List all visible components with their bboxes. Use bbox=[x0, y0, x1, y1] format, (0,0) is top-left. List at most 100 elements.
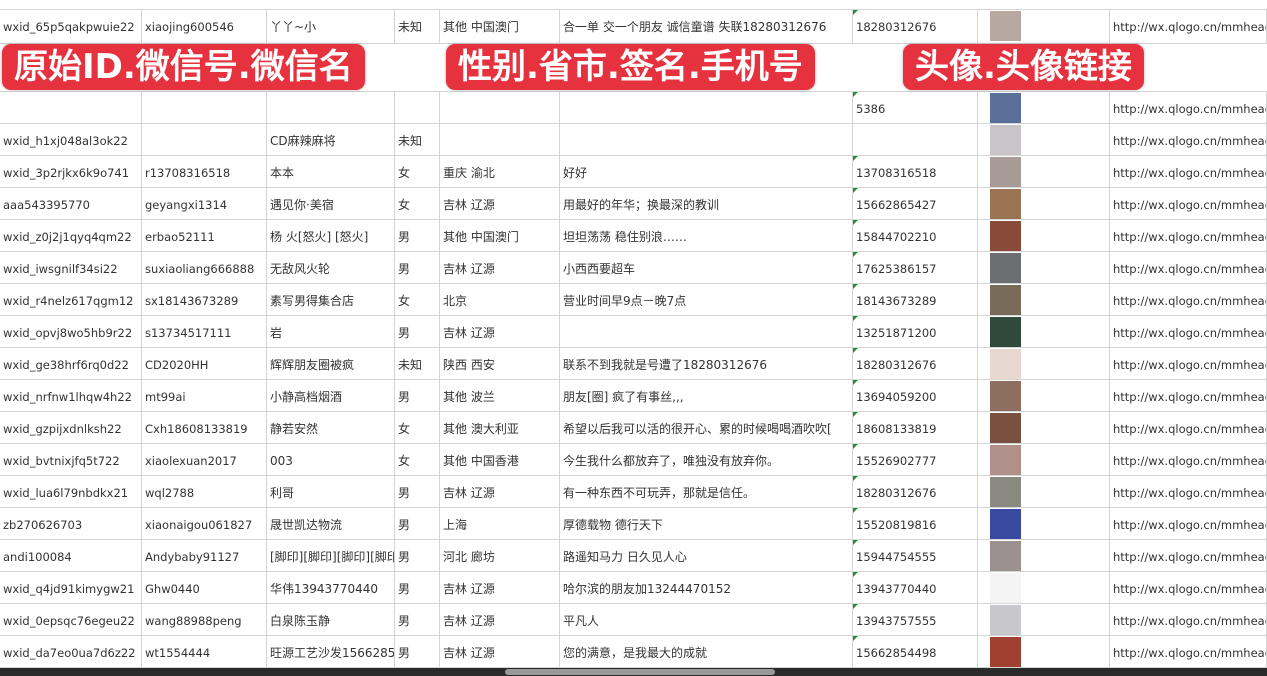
cell-id[interactable]: wxid_opvj8wo5hb9r22 bbox=[0, 316, 142, 347]
cell-link[interactable]: http://wx.qlogo.cn/mmhead bbox=[1110, 92, 1267, 123]
cell-name[interactable]: 华伟13943770440 bbox=[267, 572, 395, 603]
cell-region[interactable]: 其他 中国澳门 bbox=[440, 220, 560, 251]
cell-avatar[interactable] bbox=[978, 604, 1110, 635]
cell-signature[interactable]: 用最好的年华；换最深的教训 bbox=[560, 188, 853, 219]
cell-gender[interactable]: 女 bbox=[395, 284, 440, 315]
cell-region[interactable] bbox=[440, 124, 560, 155]
cell-id[interactable]: wxid_q4jd91kimygw21 bbox=[0, 572, 142, 603]
cell-wechat[interactable]: xiaonaigou061827 bbox=[142, 508, 267, 539]
cell-phone[interactable]: 5386 bbox=[853, 92, 978, 123]
cell-signature[interactable]: 小西西要超车 bbox=[560, 252, 853, 283]
cell-phone[interactable]: 17625386157 bbox=[853, 252, 978, 283]
cell-id[interactable]: wxid_nrfnw1lhqw4h22 bbox=[0, 380, 142, 411]
cell-gender[interactable]: 男 bbox=[395, 252, 440, 283]
cell-id[interactable]: wxid_bvtnixjfq5t722 bbox=[0, 444, 142, 475]
cell-signature[interactable]: 联系不到我就是号遭了18280312676 bbox=[560, 348, 853, 379]
cell-id[interactable] bbox=[0, 92, 142, 123]
cell-phone[interactable]: 13943770440 bbox=[853, 572, 978, 603]
cell-wechat[interactable]: Ghw0440 bbox=[142, 572, 267, 603]
cell-phone[interactable]: 18143673289 bbox=[853, 284, 978, 315]
cell-id[interactable]: wxid_gzpijxdnlksh22 bbox=[0, 412, 142, 443]
cell-signature[interactable]: 您的满意，是我最大的成就 bbox=[560, 636, 853, 667]
cell-link[interactable]: http://wx.qlogo.cn/mmhead bbox=[1110, 380, 1267, 411]
cell-phone[interactable]: 13943757555 bbox=[853, 604, 978, 635]
cell-link[interactable]: http://wx.qlogo.cn/mmhead bbox=[1110, 284, 1267, 315]
cell-name[interactable]: 本本 bbox=[267, 156, 395, 187]
cell-gender[interactable]: 男 bbox=[395, 540, 440, 571]
cell-id[interactable]: wxid_65p5qakpwuie22 bbox=[0, 10, 142, 43]
cell-avatar[interactable] bbox=[978, 412, 1110, 443]
cell-signature[interactable]: 希望以后我可以活的很开心、累的时候喝喝酒吹吹[ bbox=[560, 412, 853, 443]
cell-region[interactable]: 重庆 渝北 bbox=[440, 156, 560, 187]
cell-avatar[interactable] bbox=[978, 156, 1110, 187]
cell-signature[interactable]: 平凡人 bbox=[560, 604, 853, 635]
cell-avatar[interactable] bbox=[978, 444, 1110, 475]
cell-link[interactable]: http://wx.qlogo.cn/mmhead bbox=[1110, 412, 1267, 443]
cell-gender[interactable]: 未知 bbox=[395, 124, 440, 155]
cell-wechat[interactable]: wt1554444 bbox=[142, 636, 267, 667]
cell-signature[interactable]: 合一单 交一个朋友 诚信童谱 失联18280312676 bbox=[560, 10, 853, 43]
cell-signature[interactable]: 有一种东西不可玩弄，那就是信任。 bbox=[560, 476, 853, 507]
cell-wechat[interactable]: mt99ai bbox=[142, 380, 267, 411]
cell-region[interactable]: 其他 澳大利亚 bbox=[440, 412, 560, 443]
cell-wechat[interactable]: s13734517111 bbox=[142, 316, 267, 347]
cell-avatar[interactable] bbox=[978, 348, 1110, 379]
cell-wechat[interactable]: Andybaby91127 bbox=[142, 540, 267, 571]
cell-avatar[interactable] bbox=[978, 636, 1110, 667]
cell-id[interactable]: aaa543395770 bbox=[0, 188, 142, 219]
cell-id[interactable]: wxid_ge38hrf6rq0d22 bbox=[0, 348, 142, 379]
cell-signature[interactable] bbox=[560, 92, 853, 123]
cell-link[interactable]: http://wx.qlogo.cn/mmhead bbox=[1110, 188, 1267, 219]
cell-region[interactable] bbox=[440, 92, 560, 123]
cell-phone[interactable]: 15662865427 bbox=[853, 188, 978, 219]
cell-link[interactable]: http://wx.qlogo.cn/mmhead bbox=[1110, 10, 1267, 43]
cell-gender[interactable]: 未知 bbox=[395, 10, 440, 43]
cell-phone[interactable]: 18280312676 bbox=[853, 10, 978, 43]
cell-avatar[interactable] bbox=[978, 540, 1110, 571]
cell-phone[interactable]: 18608133819 bbox=[853, 412, 978, 443]
cell-region[interactable]: 其他 中国澳门 bbox=[440, 10, 560, 43]
cell-region[interactable]: 其他 中国香港 bbox=[440, 444, 560, 475]
cell-name[interactable]: 旺源工艺沙发15662854 bbox=[267, 636, 395, 667]
cell-wechat[interactable]: suxiaoliang666888 bbox=[142, 252, 267, 283]
cell-phone[interactable] bbox=[853, 124, 978, 155]
cell-phone[interactable]: 13694059200 bbox=[853, 380, 978, 411]
cell-avatar[interactable] bbox=[978, 572, 1110, 603]
cell-gender[interactable]: 女 bbox=[395, 188, 440, 219]
cell-avatar[interactable] bbox=[978, 124, 1110, 155]
cell-name[interactable]: [脚印][脚印][脚印][脚印] bbox=[267, 540, 395, 571]
cell-region[interactable]: 吉林 辽源 bbox=[440, 476, 560, 507]
cell-gender[interactable]: 女 bbox=[395, 412, 440, 443]
cell-link[interactable]: http://wx.qlogo.cn/mmhead bbox=[1110, 220, 1267, 251]
cell-gender[interactable]: 男 bbox=[395, 220, 440, 251]
cell-link[interactable]: http://wx.qlogo.cn/mmhead bbox=[1110, 348, 1267, 379]
cell-name[interactable]: 晟世凯达物流 bbox=[267, 508, 395, 539]
cell-name[interactable]: 白泉陈玉静 bbox=[267, 604, 395, 635]
cell-gender[interactable]: 未知 bbox=[395, 348, 440, 379]
cell-avatar[interactable] bbox=[978, 188, 1110, 219]
cell-avatar[interactable] bbox=[978, 252, 1110, 283]
cell-avatar[interactable] bbox=[978, 284, 1110, 315]
cell-gender[interactable]: 男 bbox=[395, 476, 440, 507]
cell-signature[interactable]: 哈尔滨的朋友加13244470152 bbox=[560, 572, 853, 603]
cell-name[interactable]: 利哥 bbox=[267, 476, 395, 507]
cell-wechat[interactable]: Cxh18608133819 bbox=[142, 412, 267, 443]
cell-wechat[interactable]: erbao52111 bbox=[142, 220, 267, 251]
cell-signature[interactable] bbox=[560, 316, 853, 347]
cell-name[interactable]: 003 bbox=[267, 444, 395, 475]
cell-link[interactable]: http://wx.qlogo.cn/mmhead bbox=[1110, 636, 1267, 667]
cell-phone[interactable]: 15662854498 bbox=[853, 636, 978, 667]
cell-phone[interactable]: 13708316518 bbox=[853, 156, 978, 187]
cell-gender[interactable]: 男 bbox=[395, 636, 440, 667]
cell-region[interactable]: 上海 bbox=[440, 508, 560, 539]
cell-link[interactable]: http://wx.qlogo.cn/mmhead bbox=[1110, 316, 1267, 347]
cell-wechat[interactable]: wang88988peng bbox=[142, 604, 267, 635]
cell-link[interactable]: http://wx.qlogo.cn/mmhead bbox=[1110, 444, 1267, 475]
cell-name[interactable]: 辉辉朋友圈被疯 bbox=[267, 348, 395, 379]
cell-name[interactable] bbox=[267, 92, 395, 123]
cell-region[interactable]: 陕西 西安 bbox=[440, 348, 560, 379]
cell-signature[interactable]: 营业时间早9点－晚7点 bbox=[560, 284, 853, 315]
cell-gender[interactable]: 男 bbox=[395, 604, 440, 635]
cell-gender[interactable]: 男 bbox=[395, 572, 440, 603]
cell-name[interactable]: 素写男得集合店 bbox=[267, 284, 395, 315]
